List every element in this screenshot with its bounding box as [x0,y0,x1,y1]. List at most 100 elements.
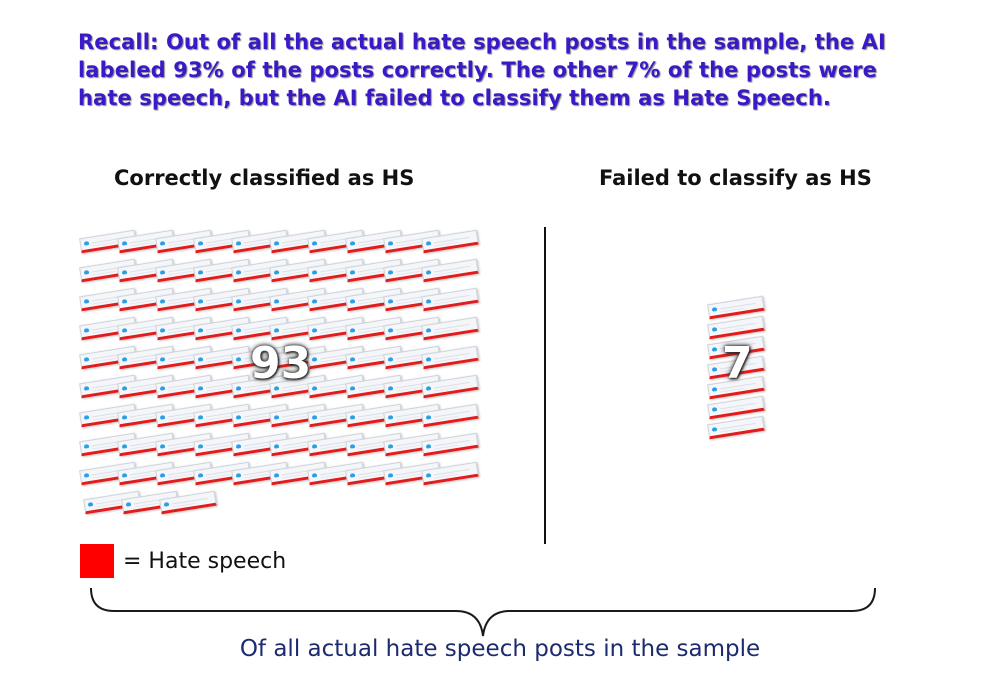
twitter-bird-icon [711,387,718,392]
twitter-bird-icon [121,415,128,420]
twitter-bird-icon [87,502,94,507]
twitter-bird-icon [83,444,90,449]
twitter-bird-icon [83,328,90,333]
twitter-bird-icon [387,473,394,478]
twitter-bird-icon [311,473,318,478]
twitter-bird-icon [711,367,718,372]
twitter-bird-icon [121,270,128,275]
twitter-bird-icon [425,328,432,333]
twitter-bird-icon [349,241,356,246]
correctly-classified-title: Correctly classified as HS [114,166,415,190]
twitter-bird-icon [273,299,280,304]
twitter-bird-icon [349,328,356,333]
twitter-bird-icon [273,444,280,449]
bracket-icon [90,587,876,637]
twitter-bird-icon [425,444,432,449]
twitter-bird-icon [273,270,280,275]
twitter-bird-icon [197,328,204,333]
twitter-bird-icon [83,241,90,246]
twitter-bird-icon [83,357,90,362]
twitter-bird-icon [159,415,166,420]
twitter-bird-icon [197,299,204,304]
twitter-bird-icon [425,386,432,391]
twitter-bird-icon [711,347,718,352]
twitter-bird-icon [349,386,356,391]
twitter-bird-icon [711,307,718,312]
twitter-bird-icon [235,270,242,275]
correct-count: 93 [250,338,312,389]
twitter-bird-icon [159,328,166,333]
twitter-bird-icon [425,415,432,420]
twitter-bird-icon [197,386,204,391]
twitter-bird-icon [235,328,242,333]
twitter-bird-icon [197,357,204,362]
twitter-bird-icon [235,357,242,362]
twitter-bird-icon [197,241,204,246]
twitter-bird-icon [159,241,166,246]
twitter-bird-icon [387,386,394,391]
twitter-bird-icon [121,357,128,362]
twitter-bird-icon [235,241,242,246]
twitter-bird-icon [235,299,242,304]
twitter-bird-icon [387,415,394,420]
twitter-bird-icon [235,415,242,420]
twitter-bird-icon [349,415,356,420]
twitter-bird-icon [311,357,318,362]
hate-speech-swatch [80,544,114,578]
twitter-bird-icon [273,415,280,420]
twitter-bird-icon [349,299,356,304]
twitter-bird-icon [311,386,318,391]
twitter-bird-icon [311,270,318,275]
twitter-bird-icon [159,386,166,391]
twitter-bird-icon [711,327,718,332]
twitter-bird-icon [83,415,90,420]
twitter-bird-icon [349,473,356,478]
twitter-bird-icon [235,473,242,478]
twitter-bird-icon [387,357,394,362]
twitter-bird-icon [121,328,128,333]
twitter-bird-icon [83,386,90,391]
twitter-bird-icon [425,357,432,362]
twitter-bird-icon [349,270,356,275]
failed-classify-title: Failed to classify as HS [599,166,872,190]
twitter-bird-icon [387,270,394,275]
twitter-bird-icon [273,473,280,478]
twitter-bird-icon [83,473,90,478]
twitter-bird-icon [387,444,394,449]
twitter-bird-icon [121,386,128,391]
twitter-bird-icon [121,299,128,304]
twitter-bird-icon [159,299,166,304]
twitter-bird-icon [425,473,432,478]
twitter-bird-icon [121,473,128,478]
post-card-icon [707,415,765,440]
twitter-bird-icon [163,502,170,507]
twitter-bird-icon [387,328,394,333]
twitter-bird-icon [311,415,318,420]
twitter-bird-icon [121,444,128,449]
twitter-bird-icon [197,270,204,275]
twitter-bird-icon [197,473,204,478]
twitter-bird-icon [311,241,318,246]
twitter-bird-icon [125,502,132,507]
twitter-bird-icon [197,444,204,449]
missed-count: 7 [722,338,753,389]
twitter-bird-icon [311,444,318,449]
twitter-bird-icon [83,299,90,304]
twitter-bird-icon [235,444,242,449]
twitter-bird-icon [311,299,318,304]
twitter-bird-icon [711,427,718,432]
twitter-bird-icon [711,407,718,412]
bracket-caption: Of all actual hate speech posts in the s… [239,636,761,662]
twitter-bird-icon [273,328,280,333]
twitter-bird-icon [159,357,166,362]
twitter-bird-icon [159,473,166,478]
twitter-bird-icon [159,270,166,275]
twitter-bird-icon [349,357,356,362]
headline-recall-definition: Recall: Out of all the actual hate speec… [78,30,886,110]
twitter-bird-icon [311,328,318,333]
twitter-bird-icon [425,241,432,246]
legend-label: = Hate speech [123,549,287,574]
twitter-bird-icon [159,444,166,449]
twitter-bird-icon [83,270,90,275]
twitter-bird-icon [121,241,128,246]
